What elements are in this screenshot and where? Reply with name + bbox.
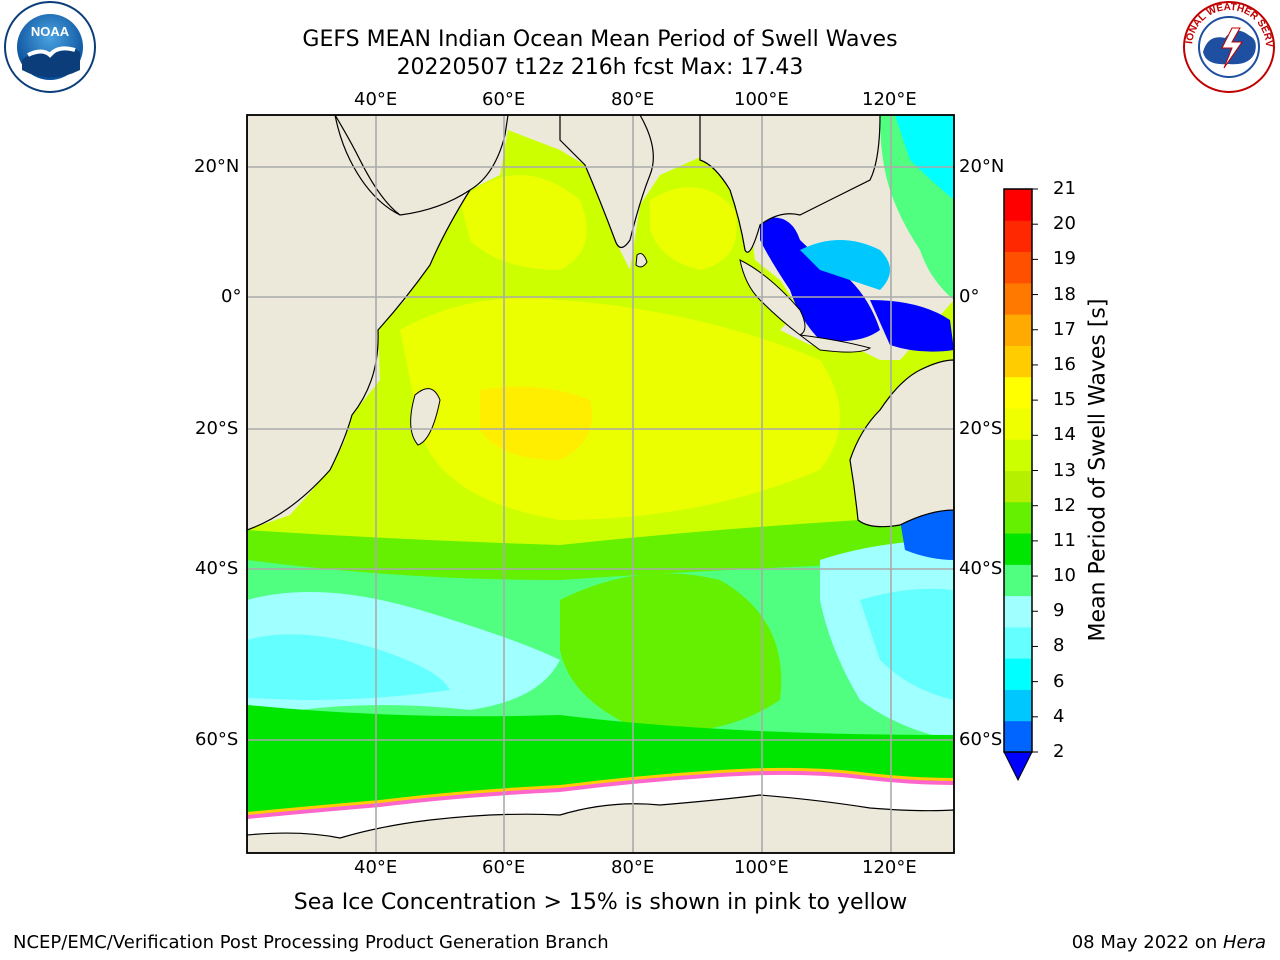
colorbar-tick-label: 8 [1053,635,1065,657]
colorbar-segment [1004,345,1032,378]
southeast-asia-land [699,115,881,253]
svg-text:NATIONAL WEATHER SERVICE: NATIONAL WEATHER SERVICE [0,0,1274,48]
map-forecast-info: 20220507 t12z 216h fcst Max: 17.43 [396,55,804,80]
map-area [247,115,954,853]
lon-label-bottom-120e: 120°E [862,857,917,878]
lat-label-left-20s: 20°S [195,418,239,439]
lon-label-top-40e: 40°E [354,89,398,110]
colorbar-extend-arrow [1003,751,1033,782]
india-land [559,115,654,249]
lon-label-top-60e: 60°E [482,89,526,110]
colorbar-segment [1004,689,1032,722]
lon-label-top-80e: 80°E [611,89,655,110]
lon-label-bottom-40e: 40°E [354,857,398,878]
sri-lanka-land [635,253,648,268]
colorbar-segment [1004,282,1032,315]
colorbar-tick-label: 10 [1053,565,1076,587]
colorbar-tick-label: 11 [1053,529,1076,551]
colorbar-segment [1004,407,1032,440]
colorbar-segment [1004,658,1032,690]
colorbar-tick-label: 14 [1053,424,1076,446]
map-gridlines [247,115,954,853]
map-frame [246,114,955,854]
indonesia-land [739,259,872,353]
colorbar-tick-label: 15 [1053,389,1076,411]
lat-label-left-0: 0° [221,286,242,307]
colorbar-tick-label: 17 [1053,318,1076,340]
colorbar-tick-label: 9 [1053,600,1065,622]
lat-label-right-20n: 20°N [959,156,1005,177]
footer-date: 08 May 2022 on Hera [1072,932,1266,953]
madagascar-land [410,388,441,446]
colorbar-segment [1004,595,1032,628]
colorbar-segment [1004,720,1032,753]
lat-label-right-60s: 60°S [959,729,1003,750]
noaa-logo: NOAA [4,1,96,93]
lat-label-right-20s: 20°S [959,418,1003,439]
colorbar [1003,188,1038,782]
colorbar-tick-label: 6 [1053,670,1065,692]
colorbar-segment [1004,470,1032,503]
colorbar-tick-label: 20 [1053,213,1076,235]
colorbar-segment [1004,439,1032,471]
antarctica-land [247,794,954,853]
colorbar-title: Mean Period of Swell Waves [s] [1085,298,1111,642]
australia-land [849,359,954,528]
noaa-logo-text: NOAA [31,24,70,39]
lat-label-left-40s: 40°S [195,558,239,579]
colorbar-segment [1004,314,1032,346]
lon-label-bottom-80e: 80°E [611,857,655,878]
colorbar-tick-label: 18 [1053,283,1076,305]
colorbar-segment [1004,189,1032,221]
colorbar-segment [1004,533,1032,565]
lon-label-bottom-60e: 60°E [482,857,526,878]
africa-arabia-land [247,115,509,531]
nws-logo: NATIONAL WEATHER SERVICE [0,0,1275,93]
colorbar-segment [1004,376,1032,409]
lon-label-top-120e: 120°E [862,89,917,110]
nws-logo-text: NATIONAL WEATHER SERVICE [0,0,1274,48]
colorbar-tick-label: 16 [1053,353,1076,375]
colorbar-segment [1004,626,1032,659]
lon-label-bottom-100e: 100°E [734,857,789,878]
colorbar-tick-label: 12 [1053,494,1076,516]
lon-label-top-100e: 100°E [734,89,789,110]
colorbar-segment [1004,220,1032,253]
lat-label-left-20n: 20°N [194,156,240,177]
lat-label-right-0: 0° [959,286,980,307]
colorbar-segment [1004,501,1032,534]
colorbar-tick-label: 4 [1053,705,1065,727]
footer-date-text: 08 May 2022 on [1071,932,1223,953]
colorbar-segment [1004,564,1032,597]
footer-host: Hera [1222,932,1266,953]
colorbar-tick-label: 2 [1053,741,1065,762]
footer-credit: NCEP/EMC/Verification Post Processing Pr… [13,932,609,953]
lat-label-right-40s: 40°S [959,558,1003,579]
lat-label-left-60s: 60°S [195,729,239,750]
colorbar-tick-label: 19 [1053,248,1076,270]
map-title: GEFS MEAN Indian Ocean Mean Period of Sw… [302,27,898,52]
sea-ice-note: Sea Ice Concentration > 15% is shown in … [293,890,908,915]
colorbar-segment [1004,251,1032,284]
colorbar-tick-label: 13 [1053,459,1076,481]
colorbar-tick-label: 21 [1053,178,1076,199]
